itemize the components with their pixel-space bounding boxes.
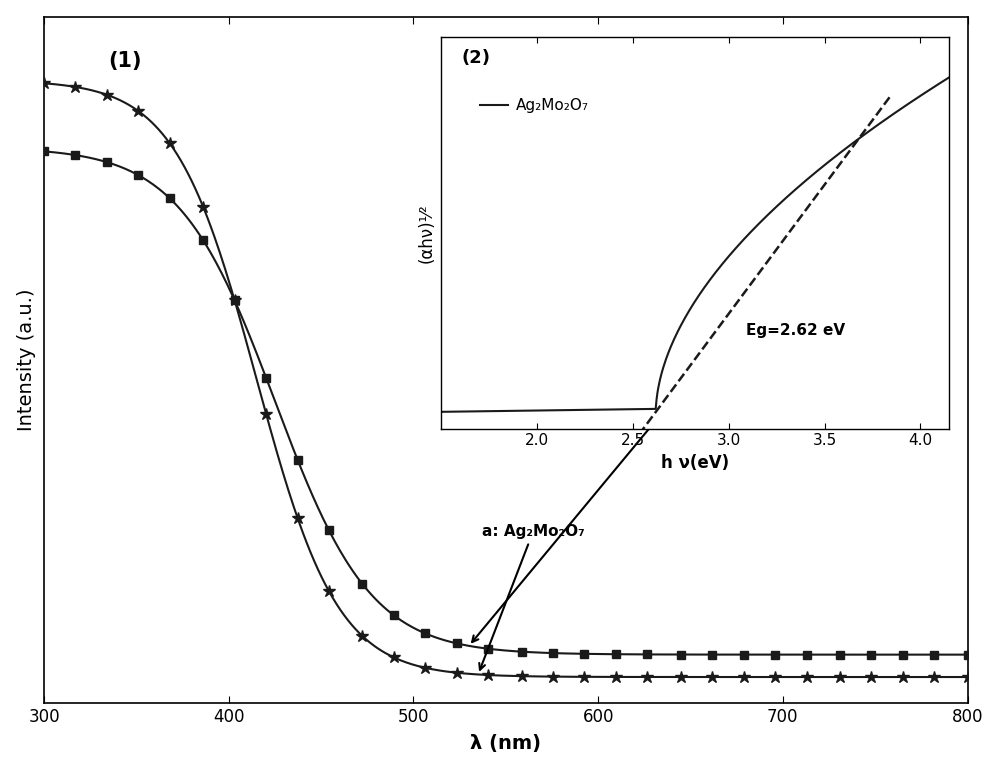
Y-axis label: Intensity (a.u.): Intensity (a.u.) <box>17 289 36 431</box>
Text: a: Ag₂Mo₂O₇: a: Ag₂Mo₂O₇ <box>479 524 585 670</box>
Text: b: Ag₂Mo₂O₇@AgBr: b: Ag₂Mo₂O₇@AgBr <box>472 397 749 642</box>
X-axis label: λ (nm): λ (nm) <box>470 735 541 753</box>
Text: (1): (1) <box>109 51 142 71</box>
